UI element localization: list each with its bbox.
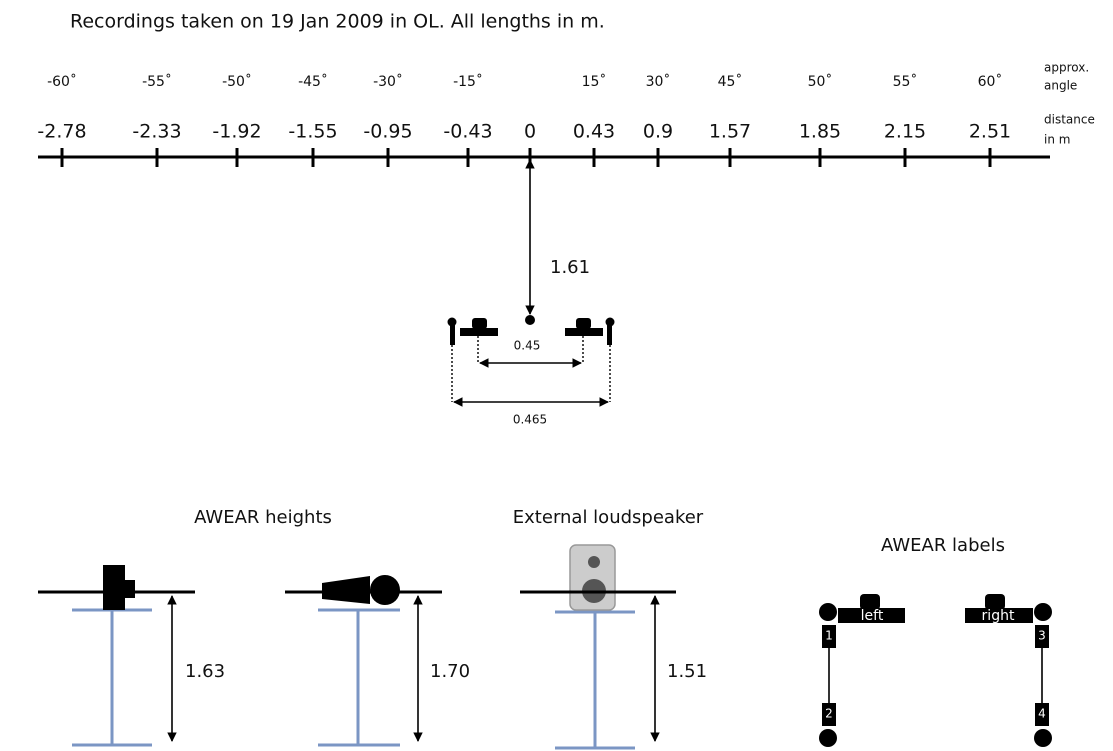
- distance-label: -2.78: [37, 121, 86, 143]
- distance-label: -2.33: [132, 121, 181, 143]
- inner-width: 0.45: [514, 339, 541, 353]
- center-dot: [525, 315, 535, 325]
- labels: AWEAR labels left 1 2 right 3 4: [819, 535, 1052, 747]
- angle-label: 15˚: [582, 73, 607, 90]
- angle-label: 30˚: [646, 73, 671, 90]
- left-label: left: [861, 608, 884, 624]
- heights-title: AWEAR heights: [194, 507, 332, 528]
- title: Recordings taken on 19 Jan 2009 in OL. A…: [70, 11, 605, 33]
- angle-label: -55˚: [142, 73, 172, 90]
- angle-label: 60˚: [978, 73, 1003, 90]
- distance-label: 1.61: [550, 257, 590, 278]
- mic-label: 1: [825, 629, 833, 643]
- array-layout: 1.61 0.45 0.465: [447, 159, 615, 427]
- angle-label: -60˚: [47, 73, 77, 90]
- angle-label: 45˚: [718, 73, 743, 90]
- height-label: 1.51: [667, 661, 707, 682]
- mic-label: 4: [1038, 707, 1046, 721]
- distance-label: 0.9: [643, 121, 673, 143]
- height-label: 1.63: [185, 661, 225, 682]
- distance-label: 1.85: [799, 121, 841, 143]
- angle-label: -45˚: [298, 73, 328, 90]
- angle-label: 55˚: [893, 73, 918, 90]
- distance-label: 0.43: [573, 121, 615, 143]
- loudspeaker: External loudspeaker 1.51: [513, 507, 707, 750]
- mic-label: 2: [825, 707, 833, 721]
- distance-label: 2.51: [969, 121, 1011, 143]
- distance-label: 0: [524, 121, 536, 143]
- mic-label: 3: [1038, 629, 1046, 643]
- outer-width: 0.465: [513, 413, 547, 427]
- distance-label: 1.57: [709, 121, 751, 143]
- distance-label: distance: [1044, 113, 1095, 127]
- distance-label: -0.95: [363, 121, 412, 143]
- angle-label: angle: [1044, 79, 1077, 93]
- distance-label: in m: [1044, 133, 1070, 147]
- distance-label: -0.43: [443, 121, 492, 143]
- heights: AWEAR heights 1.63 1.70: [38, 507, 470, 747]
- angle-label: -50˚: [222, 73, 252, 90]
- angle-label: -15˚: [453, 73, 483, 90]
- distance-label: -1.55: [288, 121, 337, 143]
- angle-label: -30˚: [373, 73, 403, 90]
- distance-label: -1.92: [212, 121, 261, 143]
- labels-title: AWEAR labels: [881, 535, 1005, 556]
- scale: approx. angle distance in m -2.78 -60˚ -2.…: [37, 61, 1095, 167]
- right-label: right: [982, 608, 1015, 624]
- loudspeaker-title: External loudspeaker: [513, 507, 704, 528]
- angle-label: 50˚: [808, 73, 833, 90]
- angle-label: approx.: [1044, 61, 1089, 75]
- distance-label: 2.15: [884, 121, 926, 143]
- height-label: 1.70: [430, 661, 470, 682]
